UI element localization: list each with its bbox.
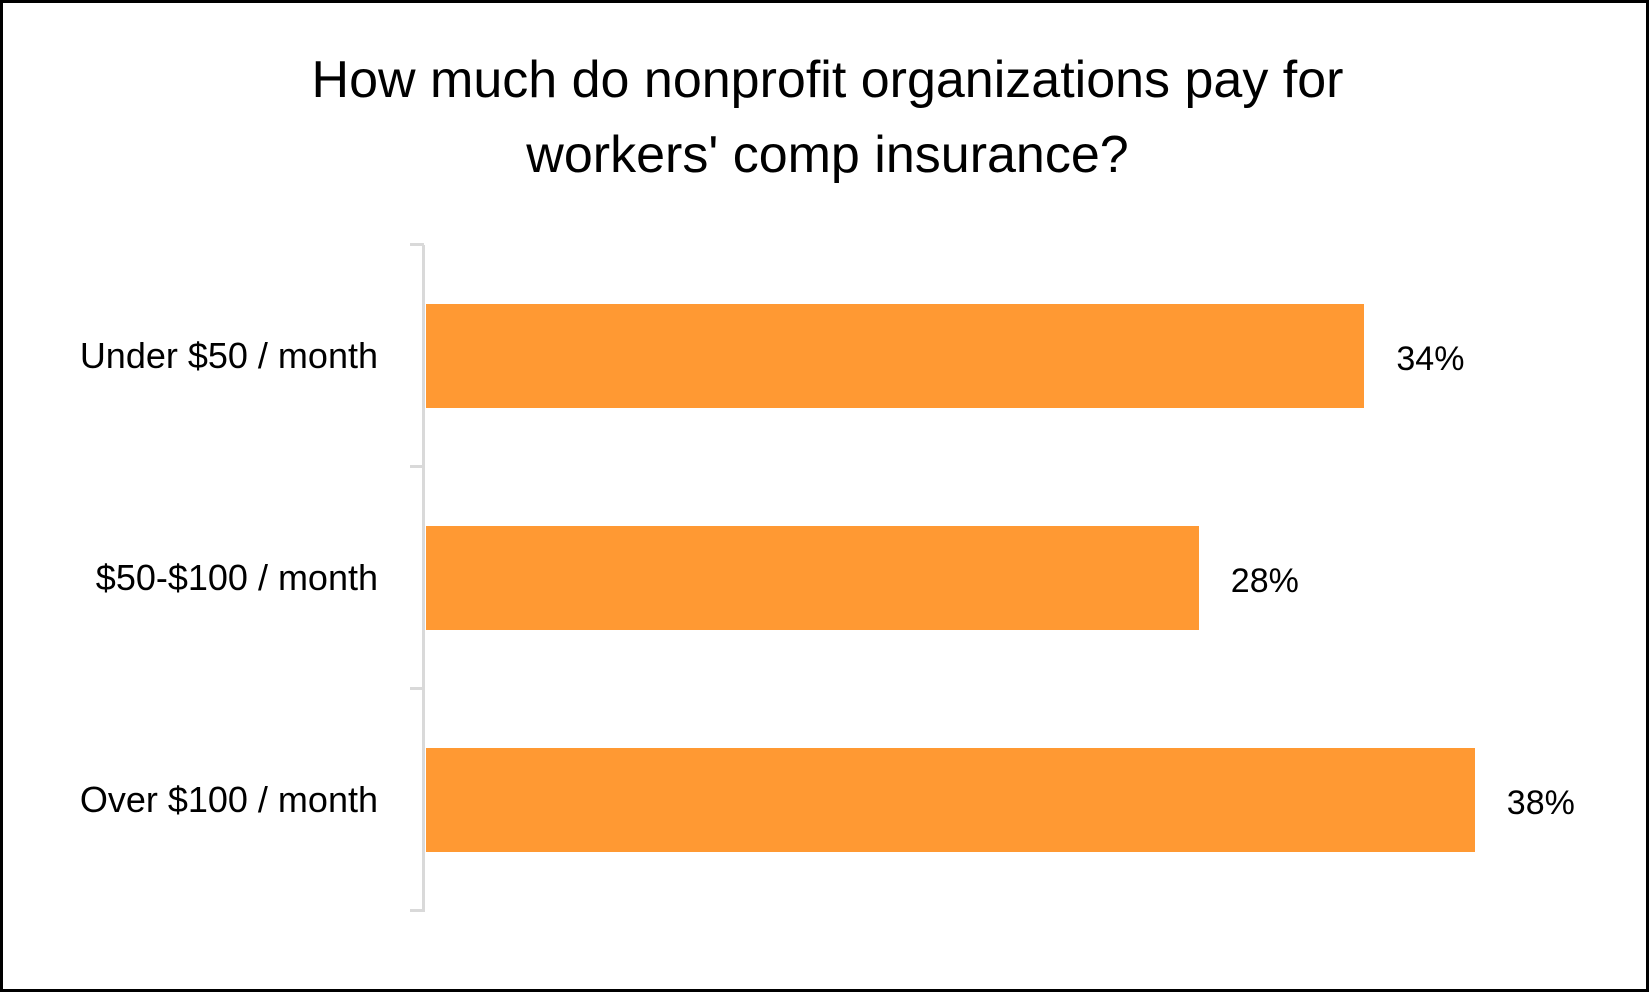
category-label: Over $100 / month — [79, 779, 378, 820]
data-value-label: 34% — [1396, 340, 1465, 378]
data-value-label: 38% — [1506, 784, 1575, 822]
chart-title-line-1: How much do nonprofit organizations pay … — [311, 51, 1344, 109]
axis-tick — [410, 243, 424, 246]
chart-title-line-2: workers' comp insurance? — [526, 126, 1129, 184]
bar — [426, 304, 1365, 408]
category-label: Under $50 / month — [79, 335, 378, 376]
category-axis-line — [422, 245, 425, 912]
chart-title: How much do nonprofit organizations pay … — [3, 43, 1649, 193]
bar — [426, 526, 1199, 630]
axis-tick — [410, 909, 424, 912]
bar — [426, 748, 1475, 852]
axis-tick — [410, 687, 424, 690]
axis-tick — [410, 465, 424, 468]
data-value-label: 28% — [1230, 562, 1299, 600]
category-label: $50-$100 / month — [95, 557, 378, 598]
